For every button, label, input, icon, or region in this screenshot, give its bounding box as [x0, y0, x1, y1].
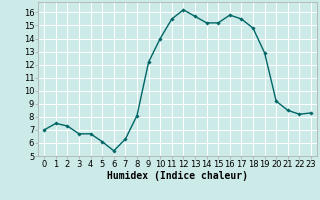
- X-axis label: Humidex (Indice chaleur): Humidex (Indice chaleur): [107, 171, 248, 181]
